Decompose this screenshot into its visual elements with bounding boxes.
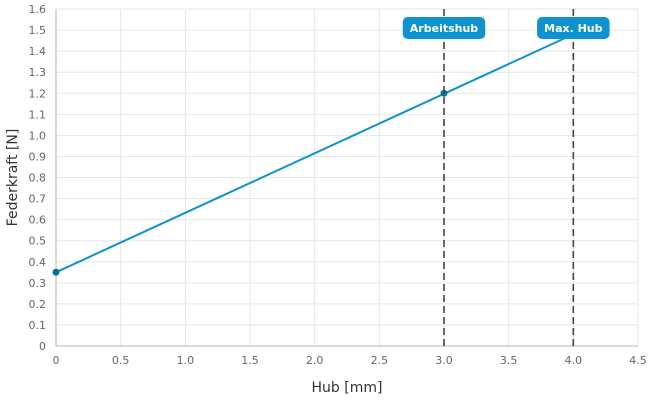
annotation-badge-label: Max. Hub — [544, 22, 603, 35]
y-tick-label: 0.3 — [29, 277, 47, 290]
y-tick-label: 0.9 — [29, 150, 47, 163]
series — [55, 33, 574, 274]
y-tick-label: 0.4 — [29, 256, 47, 269]
x-tick-label: 4.5 — [629, 354, 647, 367]
y-tick-label: 1.0 — [29, 129, 47, 142]
y-tick-label: 0.5 — [29, 235, 47, 248]
annotation-badge: Arbeitshub — [402, 17, 486, 39]
y-tick-label: 0.1 — [29, 319, 47, 332]
x-tick-label: 0.5 — [112, 354, 130, 367]
y-tick-label: 0 — [39, 340, 46, 353]
y-tick-label: 0.6 — [29, 214, 47, 227]
y-tick-label: 0.7 — [29, 193, 47, 206]
data-point-marker — [440, 89, 448, 97]
y-tick-label: 1.3 — [29, 66, 47, 79]
axes — [55, 9, 638, 347]
y-axis-title: Federkraft [N] — [5, 129, 21, 227]
y-tick-label: 1.4 — [29, 45, 47, 58]
y-tick-label: 1.5 — [29, 24, 47, 37]
x-tick-label: 2.0 — [306, 354, 324, 367]
tick-labels: 0 0.5 1.0 1.5 2.0 2.5 3.0 3.5 4.0 4.5 0 0.1 0.2 0.3 0.… — [29, 3, 647, 367]
x-tick-label: 2.5 — [371, 354, 389, 367]
y-tick-label: 1.2 — [29, 87, 47, 100]
x-axis-title: Hub [mm] — [312, 380, 383, 396]
x-tick-label: 1.0 — [177, 354, 195, 367]
y-tick-label: 1.6 — [29, 3, 47, 16]
x-tick-label: 0 — [53, 354, 60, 367]
annotation-badge-label: Arbeitshub — [410, 22, 479, 35]
data-point-marker — [52, 268, 60, 276]
y-tick-label: 0.8 — [29, 172, 47, 185]
x-tick-label: 3.0 — [435, 354, 453, 367]
series-line — [55, 33, 574, 274]
x-tick-label: 1.5 — [241, 354, 259, 367]
x-tick-label: 4.0 — [565, 354, 583, 367]
markers — [52, 89, 448, 276]
annotation-badge-background — [402, 17, 486, 39]
annotations: Arbeitshub Max. Hub — [402, 9, 610, 346]
y-tick-label: 1.1 — [29, 108, 47, 121]
y-tick-label: 0.2 — [29, 298, 47, 311]
x-tick-label: 3.5 — [500, 354, 518, 367]
annotation-badge: Max. Hub — [537, 17, 610, 39]
annotation-badge-background — [537, 17, 610, 39]
grid — [55, 8, 639, 347]
